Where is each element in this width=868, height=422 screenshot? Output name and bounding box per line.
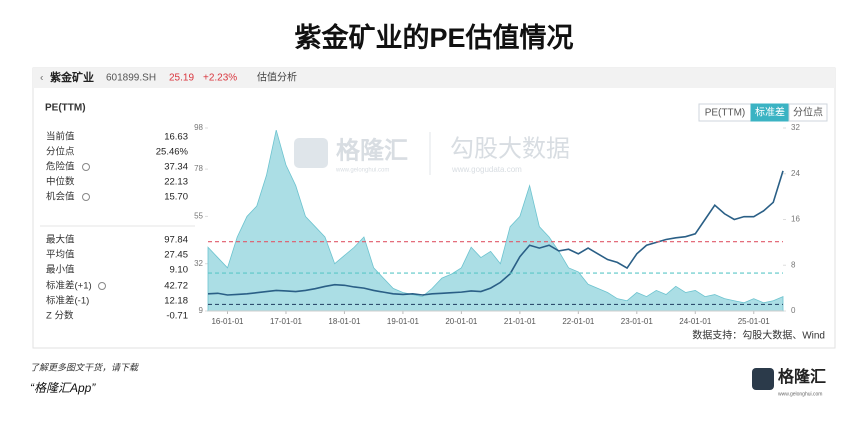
watermark-brand-url: www.gelonghui.com bbox=[335, 168, 389, 174]
stat-value: 22.13 bbox=[164, 177, 188, 188]
y-tick-label: 32 bbox=[194, 259, 203, 268]
stat-value: 25.46% bbox=[156, 147, 189, 158]
tabs: PE(TTM) 标准差 分位点 bbox=[698, 103, 828, 122]
x-tick-label: 22-01-01 bbox=[562, 317, 595, 326]
y-tick-label: 9 bbox=[199, 306, 204, 315]
stat-label: 危险值 bbox=[46, 161, 75, 173]
tab[interactable] bbox=[788, 103, 828, 122]
tab-label: PE(TTM) bbox=[705, 108, 746, 119]
stock-name: 紫金矿业 bbox=[50, 70, 94, 84]
x-tick-label: 23-01-01 bbox=[621, 317, 654, 326]
x-tick-label: 16-01-01 bbox=[211, 317, 244, 326]
info-icon bbox=[82, 193, 90, 201]
stat-value: 27.45 bbox=[164, 250, 188, 261]
footer-logo: 格隆汇 bbox=[778, 367, 826, 386]
stock-price: 25.19 bbox=[169, 73, 194, 84]
watermark-logo bbox=[294, 138, 328, 168]
panel-header bbox=[33, 68, 835, 88]
stat-value: 97.84 bbox=[164, 235, 188, 246]
y2-tick-label: 0 bbox=[791, 306, 796, 315]
x-tick-label: 24-01-01 bbox=[679, 317, 712, 326]
stat-value: 9.10 bbox=[170, 265, 189, 276]
info-icon bbox=[98, 282, 106, 290]
y2-tick-label: 16 bbox=[791, 215, 800, 224]
stat-label: 分位点 bbox=[46, 146, 75, 158]
stock-change: +2.23% bbox=[203, 73, 237, 84]
x-tick-label: 18-01-01 bbox=[328, 317, 361, 326]
section-label: 估值分析 bbox=[257, 71, 297, 84]
stat-value: 15.70 bbox=[164, 192, 188, 203]
price-line bbox=[207, 170, 784, 296]
stat-value: 37.34 bbox=[164, 162, 188, 173]
stat-value: 12.18 bbox=[164, 296, 188, 307]
y2-tick-label: 32 bbox=[791, 123, 800, 132]
stat-label: 最大值 bbox=[46, 234, 75, 246]
pe-area bbox=[207, 129, 784, 312]
y-tick-label: 78 bbox=[194, 164, 203, 173]
y2-tick-label: 8 bbox=[791, 260, 796, 269]
info-icon bbox=[82, 163, 90, 171]
back-arrow: ‹ bbox=[40, 73, 43, 84]
stat-label: 中位数 bbox=[46, 176, 75, 188]
y-tick-label: 55 bbox=[194, 212, 203, 221]
page-title: 紫金矿业的PE估值情况 bbox=[294, 22, 573, 53]
x-tick-label: 19-01-01 bbox=[387, 317, 420, 326]
x-tick-label: 21-01-01 bbox=[504, 317, 537, 326]
footer-line1: 了解更多图文干货，请下载 bbox=[30, 362, 139, 372]
footer-logo-icon bbox=[752, 368, 774, 390]
y-tick-label: 98 bbox=[194, 123, 203, 132]
tab-label: 标准差 bbox=[755, 106, 785, 119]
stat-label: 标准差(+1) bbox=[46, 280, 92, 292]
footer-line2: “格隆汇App” bbox=[30, 381, 96, 395]
stat-label: 当前值 bbox=[46, 131, 75, 143]
watermark-data-url: www.gogudata.com bbox=[451, 165, 522, 174]
tab-label: 分位点 bbox=[793, 106, 823, 119]
stats: 当前值 16.63 分位点 25.46% 危险值 37.34 中位数 22.13 机会值 15.7… bbox=[40, 131, 195, 322]
y2-tick-label: 24 bbox=[791, 169, 800, 178]
stat-value: 42.72 bbox=[164, 281, 188, 292]
stat-value: 16.63 bbox=[164, 132, 188, 143]
plot: 98 78 55 32 9 32 24 16 8 0 16-01-01 17-01-01 18-01-0… bbox=[194, 123, 800, 326]
stat-label: 最小值 bbox=[46, 264, 75, 276]
stat-label: 平均值 bbox=[46, 249, 75, 261]
source: 数据支持：勾股大数据、Wind bbox=[692, 329, 825, 342]
watermark-brand: 格隆汇 bbox=[336, 136, 408, 164]
stat-label: 机会值 bbox=[46, 191, 75, 203]
x-tick-label: 25-01-01 bbox=[738, 317, 771, 326]
stat-value: -0.71 bbox=[166, 311, 188, 322]
stat-label: 标准差(-1) bbox=[46, 295, 89, 307]
footer-logo-url: www.gelonghui.com bbox=[778, 391, 822, 397]
metric-label: PE(TTM) bbox=[45, 103, 86, 114]
x-tick-label: 17-01-01 bbox=[270, 317, 303, 326]
watermark-data: 勾股大数据 bbox=[450, 135, 570, 162]
stat-label: Z 分数 bbox=[46, 310, 74, 322]
x-tick-label: 20-01-01 bbox=[445, 317, 478, 326]
stock-code: 601899.SH bbox=[106, 73, 156, 84]
watermark: 格隆汇 www.gelonghui.com 勾股大数据 www.gogudata… bbox=[294, 132, 570, 175]
